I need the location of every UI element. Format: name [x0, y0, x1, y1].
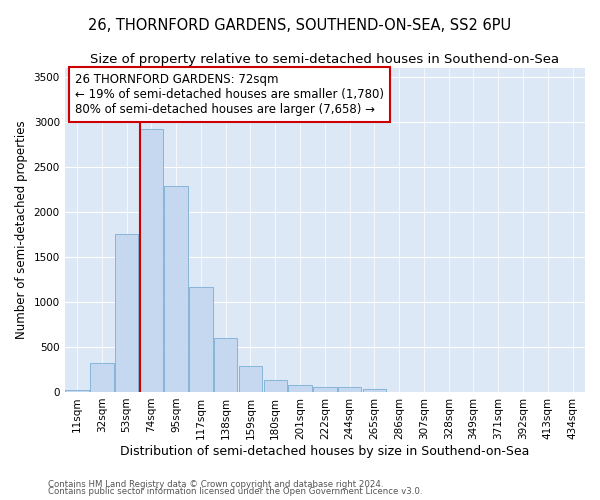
Bar	[140, 129, 163, 392]
Text: Contains HM Land Registry data © Crown copyright and database right 2024.: Contains HM Land Registry data © Crown c…	[48, 480, 383, 489]
Y-axis label: Number of semi-detached properties: Number of semi-detached properties	[15, 120, 28, 340]
Text: Contains public sector information licensed under the Open Government Licence v3: Contains public sector information licen…	[48, 487, 422, 496]
Bar	[338, 387, 361, 392]
Bar	[362, 389, 386, 392]
Bar	[115, 234, 139, 392]
Bar	[214, 338, 238, 392]
Bar	[164, 186, 188, 392]
X-axis label: Distribution of semi-detached houses by size in Southend-on-Sea: Distribution of semi-detached houses by …	[120, 444, 530, 458]
Title: Size of property relative to semi-detached houses in Southend-on-Sea: Size of property relative to semi-detach…	[90, 52, 559, 66]
Bar	[288, 385, 312, 392]
Text: 26 THORNFORD GARDENS: 72sqm
← 19% of semi-detached houses are smaller (1,780)
80: 26 THORNFORD GARDENS: 72sqm ← 19% of sem…	[75, 73, 384, 116]
Bar	[239, 366, 262, 392]
Text: 26, THORNFORD GARDENS, SOUTHEND-ON-SEA, SS2 6PU: 26, THORNFORD GARDENS, SOUTHEND-ON-SEA, …	[88, 18, 512, 32]
Bar	[313, 386, 337, 392]
Bar	[189, 286, 213, 392]
Bar	[90, 363, 113, 392]
Bar	[263, 380, 287, 392]
Bar	[65, 390, 89, 392]
